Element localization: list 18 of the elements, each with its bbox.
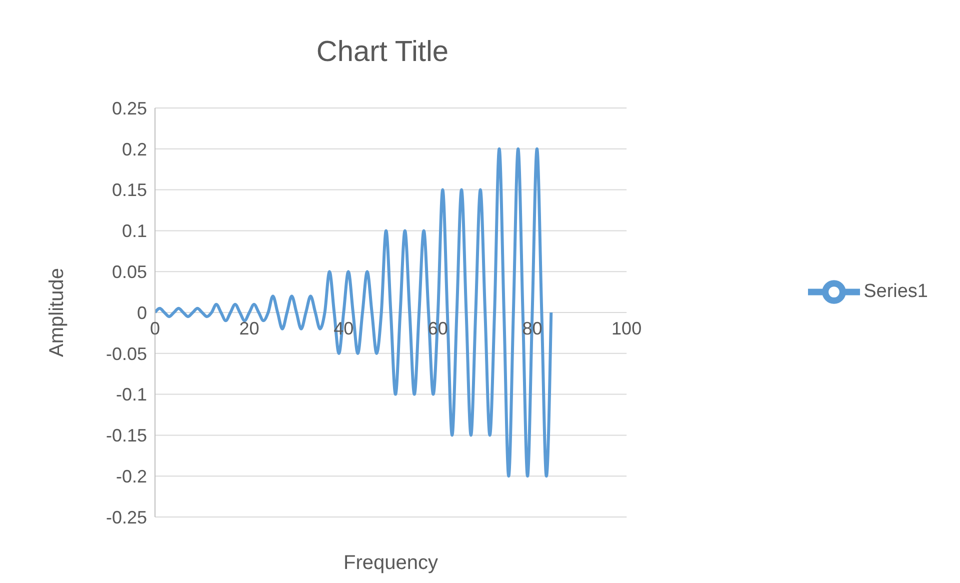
y-tick-label: -0.15 <box>106 426 147 446</box>
x-tick-label: 0 <box>150 318 160 338</box>
legend-label: Series1 <box>864 280 928 302</box>
y-tick-label: -0.25 <box>106 507 147 528</box>
y-axis-title: Amplitude <box>46 268 68 357</box>
x-tick-label: 100 <box>612 318 642 338</box>
y-tick-label: -0.2 <box>116 466 147 486</box>
y-tick-label: -0.1 <box>116 384 147 405</box>
x-tick-label: 20 <box>239 318 260 338</box>
y-tick-label: 0.05 <box>112 262 147 282</box>
chart-title: Chart Title <box>315 36 450 69</box>
y-tick-label: 0 <box>136 302 147 323</box>
y-tick-label: -0.05 <box>106 344 147 364</box>
y-tick-label: 0.1 <box>122 221 147 242</box>
x-axis-title: Frequency <box>344 552 438 574</box>
y-tick-label: 0.2 <box>122 139 147 160</box>
y-tick-label: 0.15 <box>112 180 147 200</box>
y-tick-label: 0.25 <box>112 98 147 118</box>
